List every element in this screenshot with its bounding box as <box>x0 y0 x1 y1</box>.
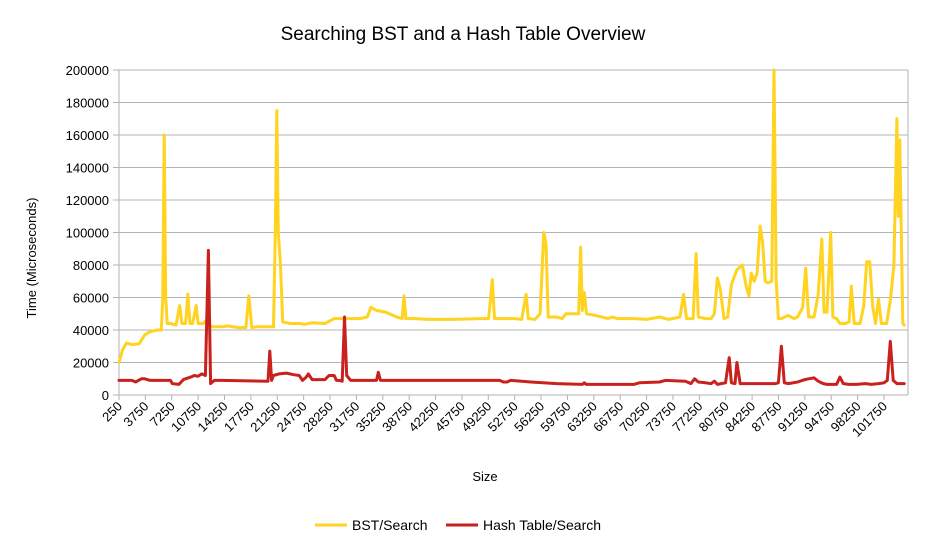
series-line-bst-search <box>117 68 906 364</box>
x-axis-label: Size <box>472 469 497 484</box>
y-tick-label: 160000 <box>66 128 109 143</box>
y-tick-label: 60000 <box>73 291 109 306</box>
legend-label: BST/Search <box>352 517 427 533</box>
y-tick-label: 180000 <box>66 96 109 111</box>
y-tick-label: 80000 <box>73 258 109 273</box>
y-tick-label: 20000 <box>73 356 109 371</box>
series-line-hash-table-search <box>117 248 906 386</box>
y-tick-label: 200000 <box>66 63 109 78</box>
gridlines <box>113 69 909 396</box>
x-tick-label: 3750 <box>120 399 151 430</box>
y-tick-label: 120000 <box>66 193 109 208</box>
y-tick-label: 100000 <box>66 226 109 241</box>
y-axis-label: Time (Microseconds) <box>24 198 39 319</box>
chart-title: Searching BST and a Hash Table Overview <box>281 24 646 45</box>
y-tick-label: 0 <box>102 388 109 403</box>
legend: BST/Search Hash Table/Search <box>315 517 601 533</box>
x-axis-ticks: 2503750725010750142501775021250247502825… <box>99 395 890 440</box>
y-tick-label: 140000 <box>66 161 109 176</box>
y-axis-ticks: 0 20000 40000 60000 80000 100000 120000 140000 1… <box>66 63 109 403</box>
series-lines <box>117 68 906 386</box>
y-tick-label: 40000 <box>73 323 109 338</box>
legend-label: Hash Table/Search <box>483 517 601 533</box>
